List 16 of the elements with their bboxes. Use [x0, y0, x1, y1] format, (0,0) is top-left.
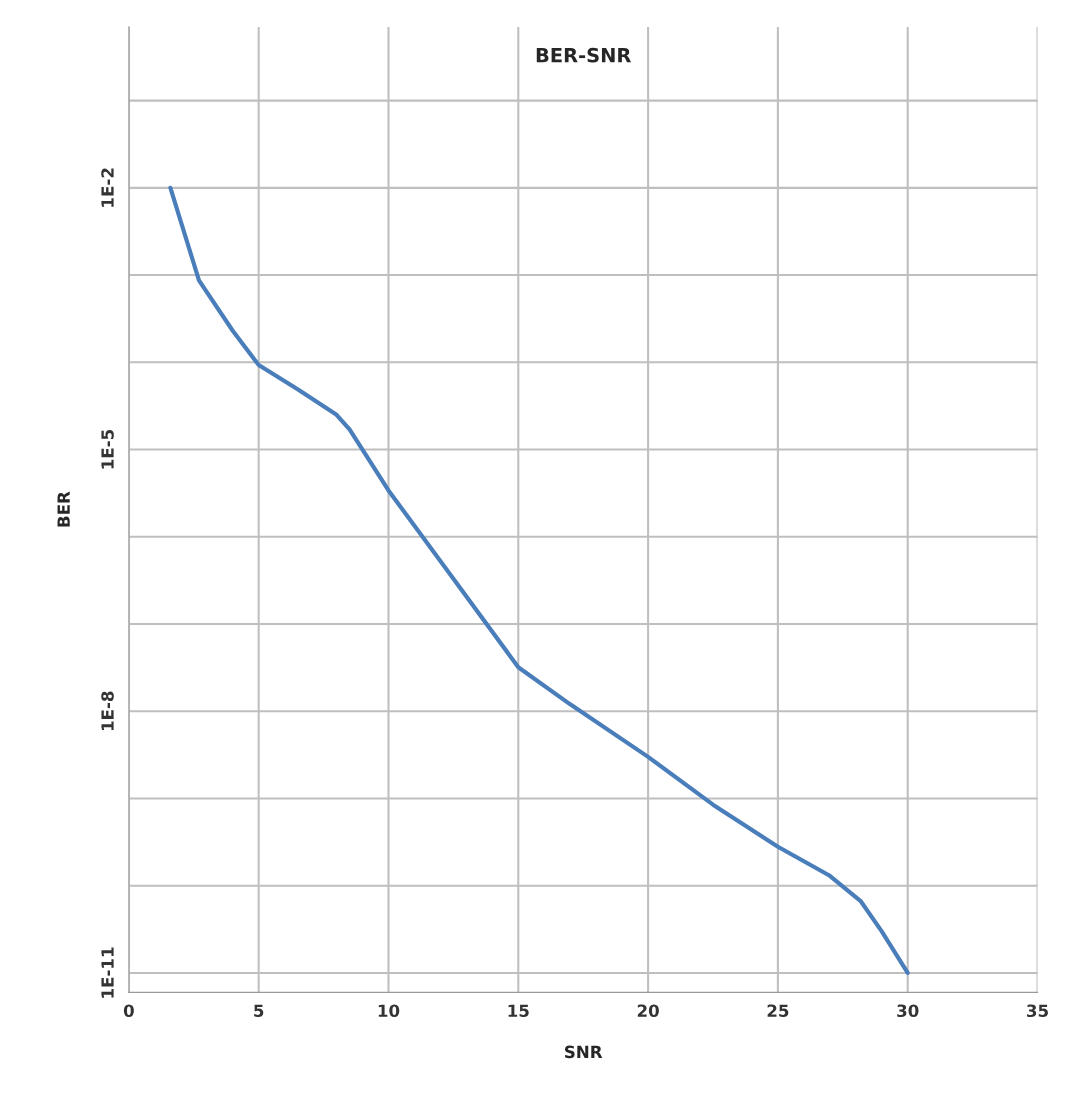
- y-tick-label: 1E-8: [101, 691, 114, 731]
- y-tick-label: 1E-11: [101, 947, 114, 998]
- x-tick-label: 20: [637, 1004, 659, 1018]
- x-tick-label: 10: [378, 1004, 400, 1018]
- x-tick-label: 5: [254, 1004, 264, 1018]
- x-axis-title: SNR: [565, 1045, 603, 1059]
- x-tick-label: 0: [123, 1004, 134, 1018]
- y-axis-title: BER: [57, 491, 70, 527]
- y-tick-label: 1E-5: [101, 429, 114, 469]
- x-tick-label: 15: [508, 1004, 529, 1018]
- x-tick-label: 25: [767, 1004, 789, 1018]
- line-series: [168, 185, 910, 976]
- y-tick-label: 1E-2: [101, 168, 114, 207]
- x-tick-label: 30: [897, 1004, 919, 1018]
- text: BER-SNR: [536, 47, 632, 63]
- x-tick-label: 35: [1027, 1004, 1048, 1018]
